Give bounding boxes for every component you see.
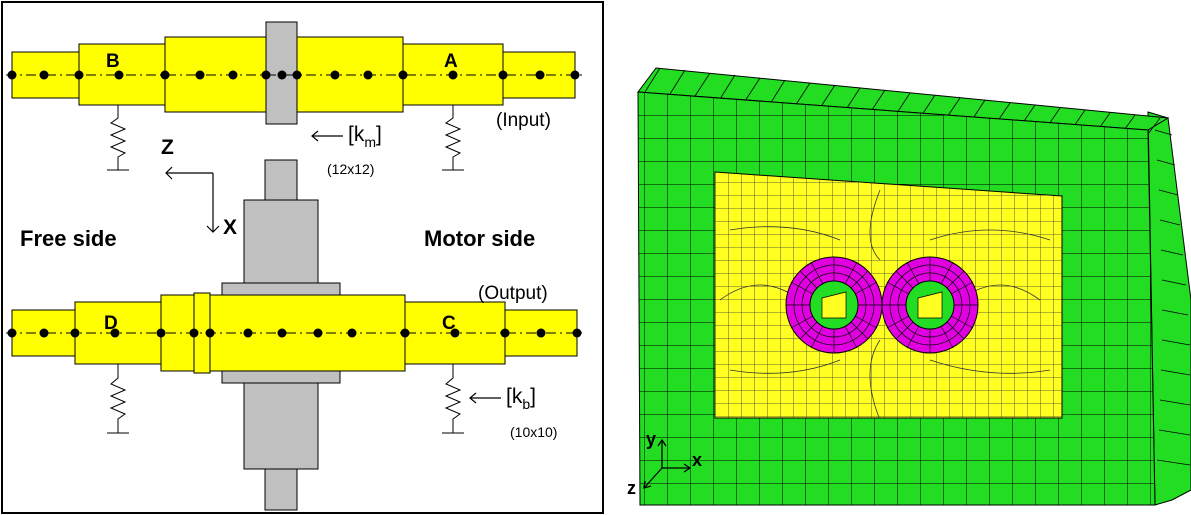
axis-label-y: y: [646, 429, 656, 449]
axis-label-x: X: [223, 216, 237, 239]
mesh-stiffness-size: (12x12): [327, 161, 374, 177]
left-panel-gearbox-model: B A D C (Input) (Output) Free side Motor…: [1, 1, 604, 514]
mesh-stiffness-annotation: [km] (12x12): [311, 123, 382, 177]
axis-label-z-3d: z: [627, 478, 636, 498]
bearing-label-b: B: [106, 51, 120, 72]
bearing-label-c: C: [442, 313, 456, 334]
input-shaft-nodes: [7, 70, 580, 80]
mesh-stiffness-symbol: [km]: [348, 123, 382, 150]
bearing-ring-left: [785, 256, 883, 354]
spring-a: [442, 105, 464, 171]
input-label: (Input): [496, 110, 551, 131]
axis-label-z: Z: [161, 136, 174, 159]
coordinate-axes-xz: [165, 166, 220, 233]
output-gear-body-bottom: [243, 382, 319, 470]
bearing-label-d: D: [104, 313, 118, 334]
output-label: (Output): [478, 283, 548, 304]
output-shaft-nodes: [7, 328, 582, 338]
output-gear-hub-top: [264, 159, 298, 201]
bearing-springs: [107, 105, 464, 434]
bearing-stiffness-size: (10x10): [510, 424, 557, 440]
spring-b: [107, 105, 129, 171]
bearing-stiffness-annotation: [kb] (10x10): [469, 385, 557, 440]
output-gear-body-top: [243, 199, 319, 284]
coordinate-axes-xyz: [643, 438, 692, 489]
spring-d: [107, 364, 129, 434]
bearing-stiffness-symbol: [kb]: [506, 385, 536, 412]
spring-c: [442, 364, 464, 434]
bearing-ring-right: [881, 256, 979, 354]
output-gear-hub-bottom: [264, 468, 298, 511]
right-panel-fe-housing: y x z: [627, 67, 1191, 506]
housing-side-face: [1147, 111, 1191, 506]
free-side-label: Free side: [20, 226, 117, 251]
bearing-label-a: A: [444, 51, 458, 72]
motor-side-label: Motor side: [424, 226, 535, 251]
axis-label-x-3d: x: [692, 450, 702, 470]
